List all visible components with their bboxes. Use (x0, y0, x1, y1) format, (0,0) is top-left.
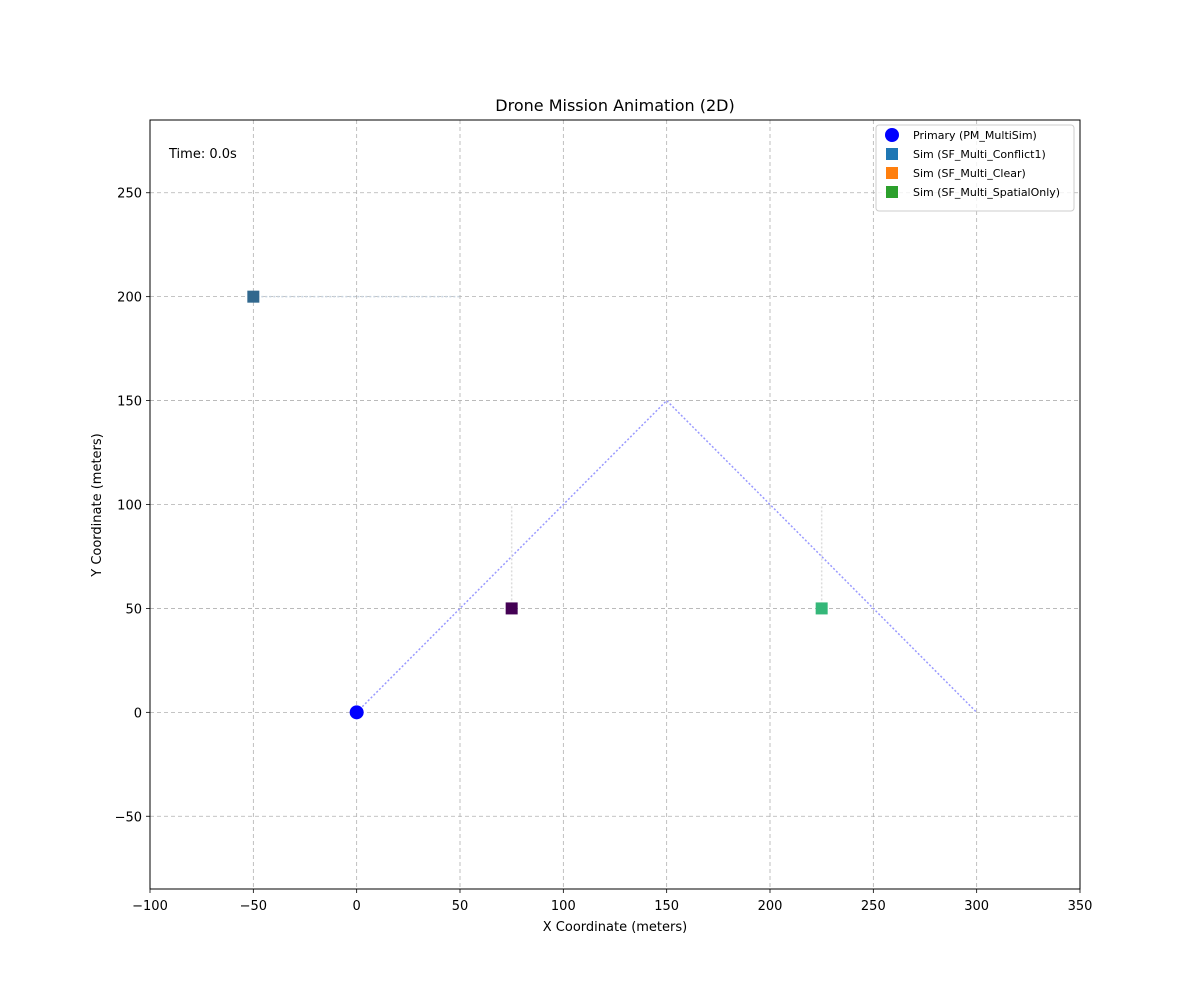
x-tick-label: 300 (964, 899, 989, 914)
y-tick-label: 0 (134, 706, 142, 721)
x-tick-label: 50 (452, 899, 469, 914)
time-annotation: Time: 0.0s (168, 147, 237, 162)
chart-title: Drone Mission Animation (2D) (495, 96, 734, 115)
legend-marker (886, 167, 898, 179)
y-tick-label: 200 (117, 291, 142, 306)
x-tick-label: 250 (861, 899, 886, 914)
legend-label: Sim (SF_Multi_SpatialOnly) (913, 186, 1060, 199)
x-tick-label: 350 (1068, 899, 1093, 914)
y-tick-label: 150 (117, 395, 142, 410)
flight-paths (253, 295, 978, 713)
x-tick-label: −100 (132, 899, 168, 914)
legend-marker (885, 128, 899, 142)
x-axis-label: X Coordinate (meters) (543, 920, 687, 935)
drone-markers (247, 290, 828, 720)
drone-marker-sim (247, 290, 260, 303)
legend-marker (886, 148, 898, 160)
axis-ticks: −100 −50 0 50 100 150 200 250 300 350 −50 0 50 100 150… (115, 187, 1093, 914)
legend-label: Sim (SF_Multi_Conflict1) (913, 148, 1046, 161)
legend: Primary (PM_MultiSim) Sim (SF_Multi_Confl… (875, 124, 1075, 212)
legend-label: Primary (PM_MultiSim) (913, 129, 1037, 142)
legend-label: Sim (SF_Multi_Clear) (913, 167, 1026, 180)
y-tick-label: 250 (117, 187, 142, 202)
y-axis-label: Y Coordinate (meters) (90, 433, 105, 578)
y-tick-label: −50 (115, 810, 142, 825)
x-tick-label: −50 (240, 899, 267, 914)
flight-path (356, 399, 978, 713)
x-tick-label: 0 (353, 899, 361, 914)
drone-marker-sim (815, 602, 828, 615)
legend-marker (886, 186, 898, 198)
y-tick-label: 50 (125, 602, 142, 617)
drone-marker-primary (349, 705, 364, 720)
legend-box (875, 124, 1075, 212)
grid (150, 120, 1080, 889)
x-tick-label: 150 (654, 899, 679, 914)
x-tick-label: 200 (758, 899, 783, 914)
x-tick-label: 100 (551, 899, 576, 914)
drone-marker-sim (505, 602, 518, 615)
y-tick-label: 100 (117, 499, 142, 514)
